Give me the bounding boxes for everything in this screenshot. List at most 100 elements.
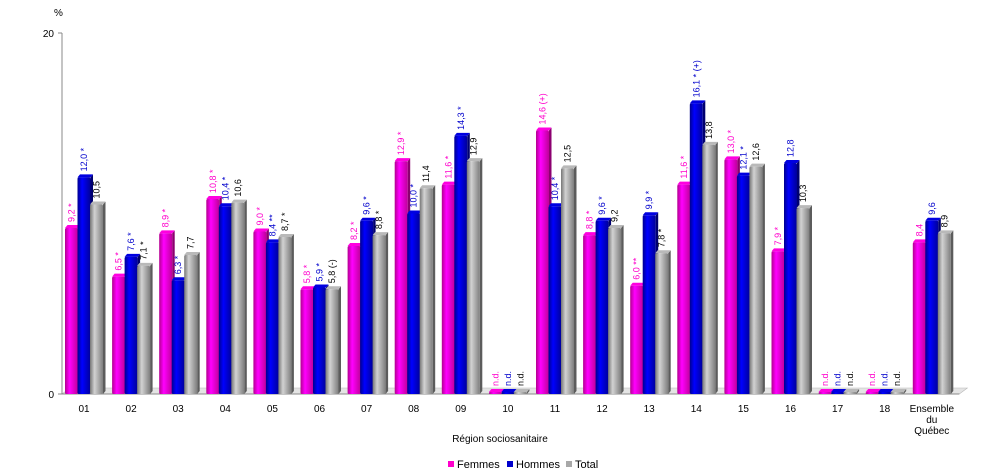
bar-side-total: [809, 205, 812, 394]
data-label-total: 11,4: [421, 165, 431, 182]
y-tick-label: 20: [43, 29, 55, 40]
bar-top-femmes: [441, 181, 458, 185]
x-tick-label: 12: [597, 404, 609, 415]
x-tick-label: 14: [691, 404, 703, 415]
bar-femmes-13: [630, 285, 644, 394]
bar-top-femmes: [206, 196, 222, 200]
bar-hommes-14: [689, 103, 703, 395]
x-tick-label: Québec: [914, 426, 949, 437]
bar-top-femmes: [300, 286, 316, 290]
bar-top-femmes: [771, 248, 787, 252]
data-label-hommes: n.d.: [503, 371, 513, 386]
bar-top-total: [655, 250, 671, 254]
data-label-total: n.d.: [515, 371, 525, 386]
bar-top-femmes: [865, 389, 882, 392]
bar-top-hommes: [171, 277, 188, 281]
data-label-femmes: 8,2 *: [349, 221, 359, 240]
bar-top-hommes: [595, 217, 612, 221]
bar-side-total: [856, 389, 860, 394]
bar-top-hommes: [407, 210, 423, 214]
data-label-femmes: 11,6 *: [679, 155, 689, 178]
bar-top-total: [561, 165, 577, 169]
legend-label-hommes: Hommes: [516, 459, 561, 471]
bar-total-01: [90, 204, 103, 394]
data-label-hommes: 9,6 *: [362, 196, 372, 215]
bar-femmes-03: [159, 233, 173, 394]
data-label-femmes: 13,0 *: [726, 129, 736, 153]
bar-hommes-07: [360, 220, 374, 394]
data-label-total: 12,6: [751, 143, 761, 161]
bar-side-total: [574, 165, 577, 394]
x-tick-label: 11: [550, 404, 561, 415]
data-label-femmes: 9,2 *: [67, 203, 77, 222]
bar-total-09: [466, 161, 480, 394]
bar-femmes-06: [300, 289, 314, 394]
data-label-femmes: 6,5 *: [114, 252, 124, 271]
data-label-femmes: 6,0 **: [632, 257, 642, 280]
bar-top-hommes: [548, 203, 564, 207]
legend-label-total: Total: [575, 459, 598, 471]
data-label-femmes: 14,6 (+): [538, 93, 548, 124]
bar-hommes-12: [595, 220, 609, 394]
bar-total-02: [137, 265, 151, 394]
bar-top-femmes: [347, 242, 364, 246]
data-label-femmes: 10,8 *: [208, 169, 218, 193]
bar-total-17: [843, 392, 857, 394]
bar-side-total: [668, 250, 671, 394]
labels-layer: 9,2 * 12,0 *10,5 6,5 *7,6 * 7,1 * 8,9 * 6,3 *…: [67, 60, 950, 386]
bar-side-total: [950, 230, 954, 394]
bar-side-total: [385, 232, 389, 394]
bar-side-total: [338, 286, 341, 394]
bar-top-total: [90, 201, 106, 205]
data-label-hommes: n.d.: [833, 371, 843, 386]
bar-hommes-11: [548, 206, 562, 394]
bar-femmes-17: [818, 392, 832, 394]
data-label-total: 13,8: [704, 121, 714, 139]
x-tick-label: 03: [173, 404, 185, 415]
bar-top-femmes: [253, 228, 269, 232]
data-label-femmes: 7,9 *: [773, 226, 783, 245]
data-label-femmes: n.d.: [867, 371, 877, 386]
bar-top-total: [372, 232, 389, 236]
bar-femmes-16: [771, 251, 785, 394]
y-tick-label: 0: [48, 390, 54, 401]
bar-side-total: [621, 224, 624, 394]
data-label-femmes: n.d.: [820, 371, 830, 386]
legend-label-femmes: Femmes: [457, 459, 500, 471]
bar-top-hommes: [689, 100, 706, 104]
bar-top-total: [325, 286, 341, 290]
x-tick-label: 16: [785, 404, 797, 415]
bar-top-femmes: [112, 273, 128, 277]
data-label-total: 5,8 (-): [327, 259, 337, 283]
bar-top-total: [419, 185, 436, 189]
bar-hommes-05: [265, 242, 279, 394]
bar-femmes-10: [488, 392, 502, 394]
bar-total-15: [749, 166, 763, 394]
y-axis-unit-label: %: [54, 8, 63, 19]
x-tick-label: 13: [644, 404, 656, 415]
data-label-hommes: 12,0 *: [79, 147, 89, 171]
data-label-hommes: n.d.: [880, 371, 890, 386]
bar-top-hommes: [736, 172, 753, 176]
bar-top-femmes: [818, 389, 835, 392]
bar-hommes-18: [878, 392, 892, 394]
bar-side-total: [903, 389, 907, 394]
bar-total-05: [278, 236, 292, 394]
bar-total-04: [231, 202, 245, 394]
legend: Femmes Hommes Total: [448, 459, 598, 471]
bar-total-06: [325, 289, 339, 394]
bar-hommes-01: [77, 177, 91, 394]
bar-femmes-01: [65, 227, 78, 394]
bar-top-hommes: [265, 239, 282, 243]
bar-side-total: [432, 185, 436, 394]
bar-total-03: [184, 255, 198, 394]
data-label-hommes: 10,4 *: [220, 176, 230, 200]
bar-hommes-16: [784, 162, 797, 394]
data-label-hommes: 10,0 *: [409, 183, 419, 207]
bar-top-femmes: [630, 282, 646, 286]
bar-hommes-02: [124, 256, 138, 394]
bar-total-10: [513, 392, 527, 394]
bar-side-total: [150, 262, 153, 394]
